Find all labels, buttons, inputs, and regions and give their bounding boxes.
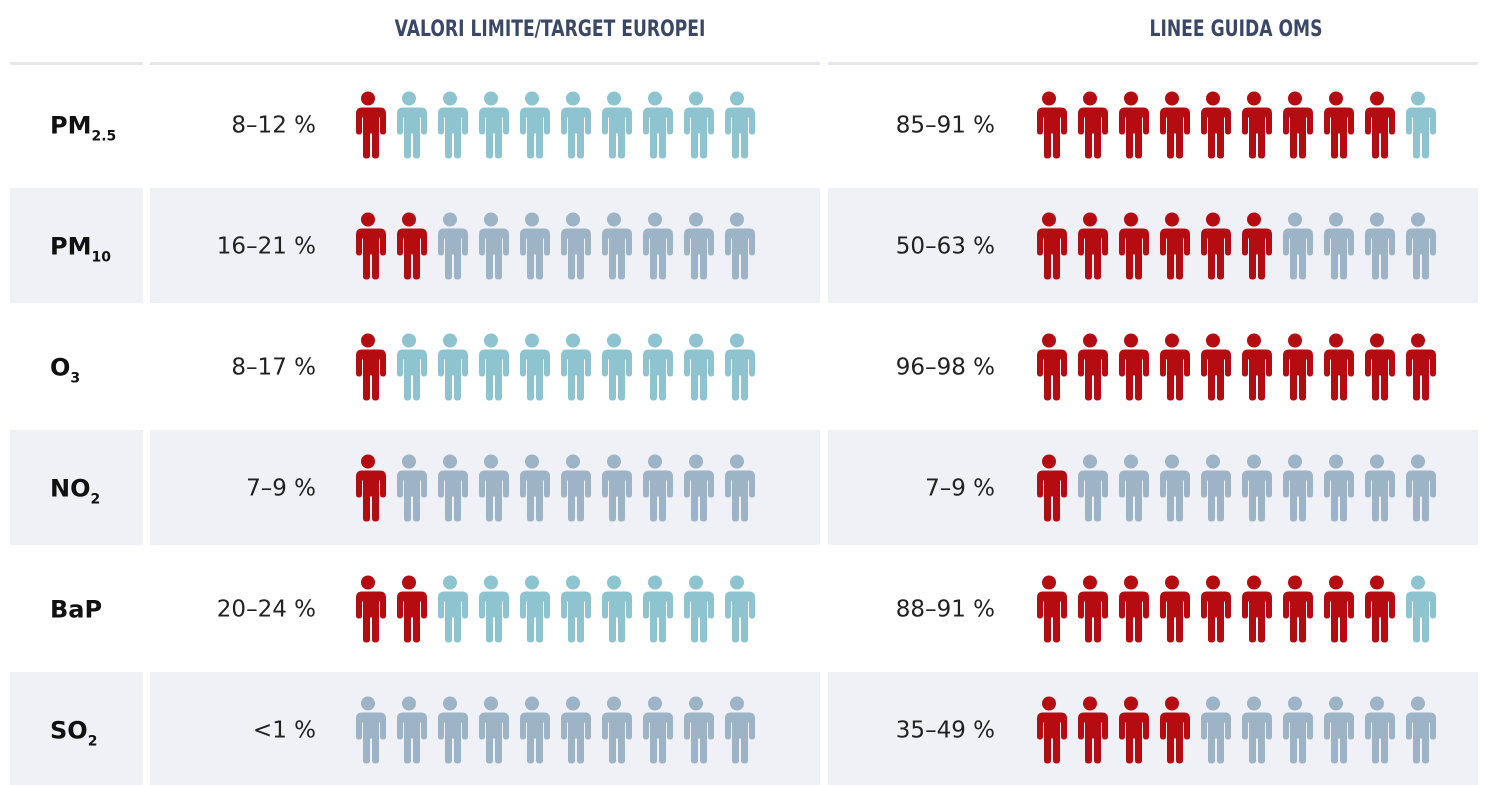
separator bbox=[10, 62, 143, 65]
pollutant: O3 bbox=[50, 354, 80, 387]
percentage: 96–98 % bbox=[896, 355, 995, 381]
row-background bbox=[10, 67, 143, 182]
pollutant-name: NO bbox=[50, 475, 91, 503]
separator bbox=[828, 62, 1478, 65]
pollutant-subscript: 2 bbox=[91, 492, 101, 508]
percentage: 50–63 % bbox=[896, 234, 995, 260]
pollutant-subscript: 3 bbox=[70, 371, 80, 387]
percentage: <1 % bbox=[253, 718, 316, 744]
pollutant: BaP bbox=[50, 596, 102, 624]
pollutant: NO2 bbox=[50, 475, 100, 508]
header-left: VALORI LIMITE/TARGET EUROPEI bbox=[395, 16, 706, 42]
row-background bbox=[10, 551, 143, 666]
pollutant-name: PM bbox=[50, 112, 91, 140]
pollutant-name: BaP bbox=[50, 596, 102, 624]
pollutant: PM10 bbox=[50, 233, 111, 266]
pollutant-name: SO bbox=[50, 717, 88, 745]
percentage: 88–91 % bbox=[896, 597, 995, 623]
percentage: 35–49 % bbox=[896, 718, 995, 744]
percentage: 20–24 % bbox=[217, 597, 316, 623]
percentage: 8–17 % bbox=[231, 355, 316, 381]
row-background bbox=[10, 430, 143, 545]
pollutant-subscript: 10 bbox=[91, 250, 111, 266]
percentage: 7–9 % bbox=[246, 476, 316, 502]
row-background bbox=[10, 672, 143, 785]
separator bbox=[150, 62, 820, 65]
row-background bbox=[10, 188, 143, 303]
row-background bbox=[10, 309, 143, 424]
pollutant: SO2 bbox=[50, 717, 97, 750]
pollutant-name: O bbox=[50, 354, 70, 382]
pollutant: PM2.5 bbox=[50, 112, 116, 145]
pollutant-subscript: 2.5 bbox=[91, 129, 116, 145]
header-right: LINEE GUIDA OMS bbox=[1150, 16, 1323, 42]
pollutant-subscript: 2 bbox=[88, 734, 98, 750]
percentage: 16–21 % bbox=[217, 234, 316, 260]
percentage: 7–9 % bbox=[925, 476, 995, 502]
percentage: 8–12 % bbox=[231, 113, 316, 139]
percentage: 85–91 % bbox=[896, 113, 995, 139]
pollutant-name: PM bbox=[50, 233, 91, 261]
